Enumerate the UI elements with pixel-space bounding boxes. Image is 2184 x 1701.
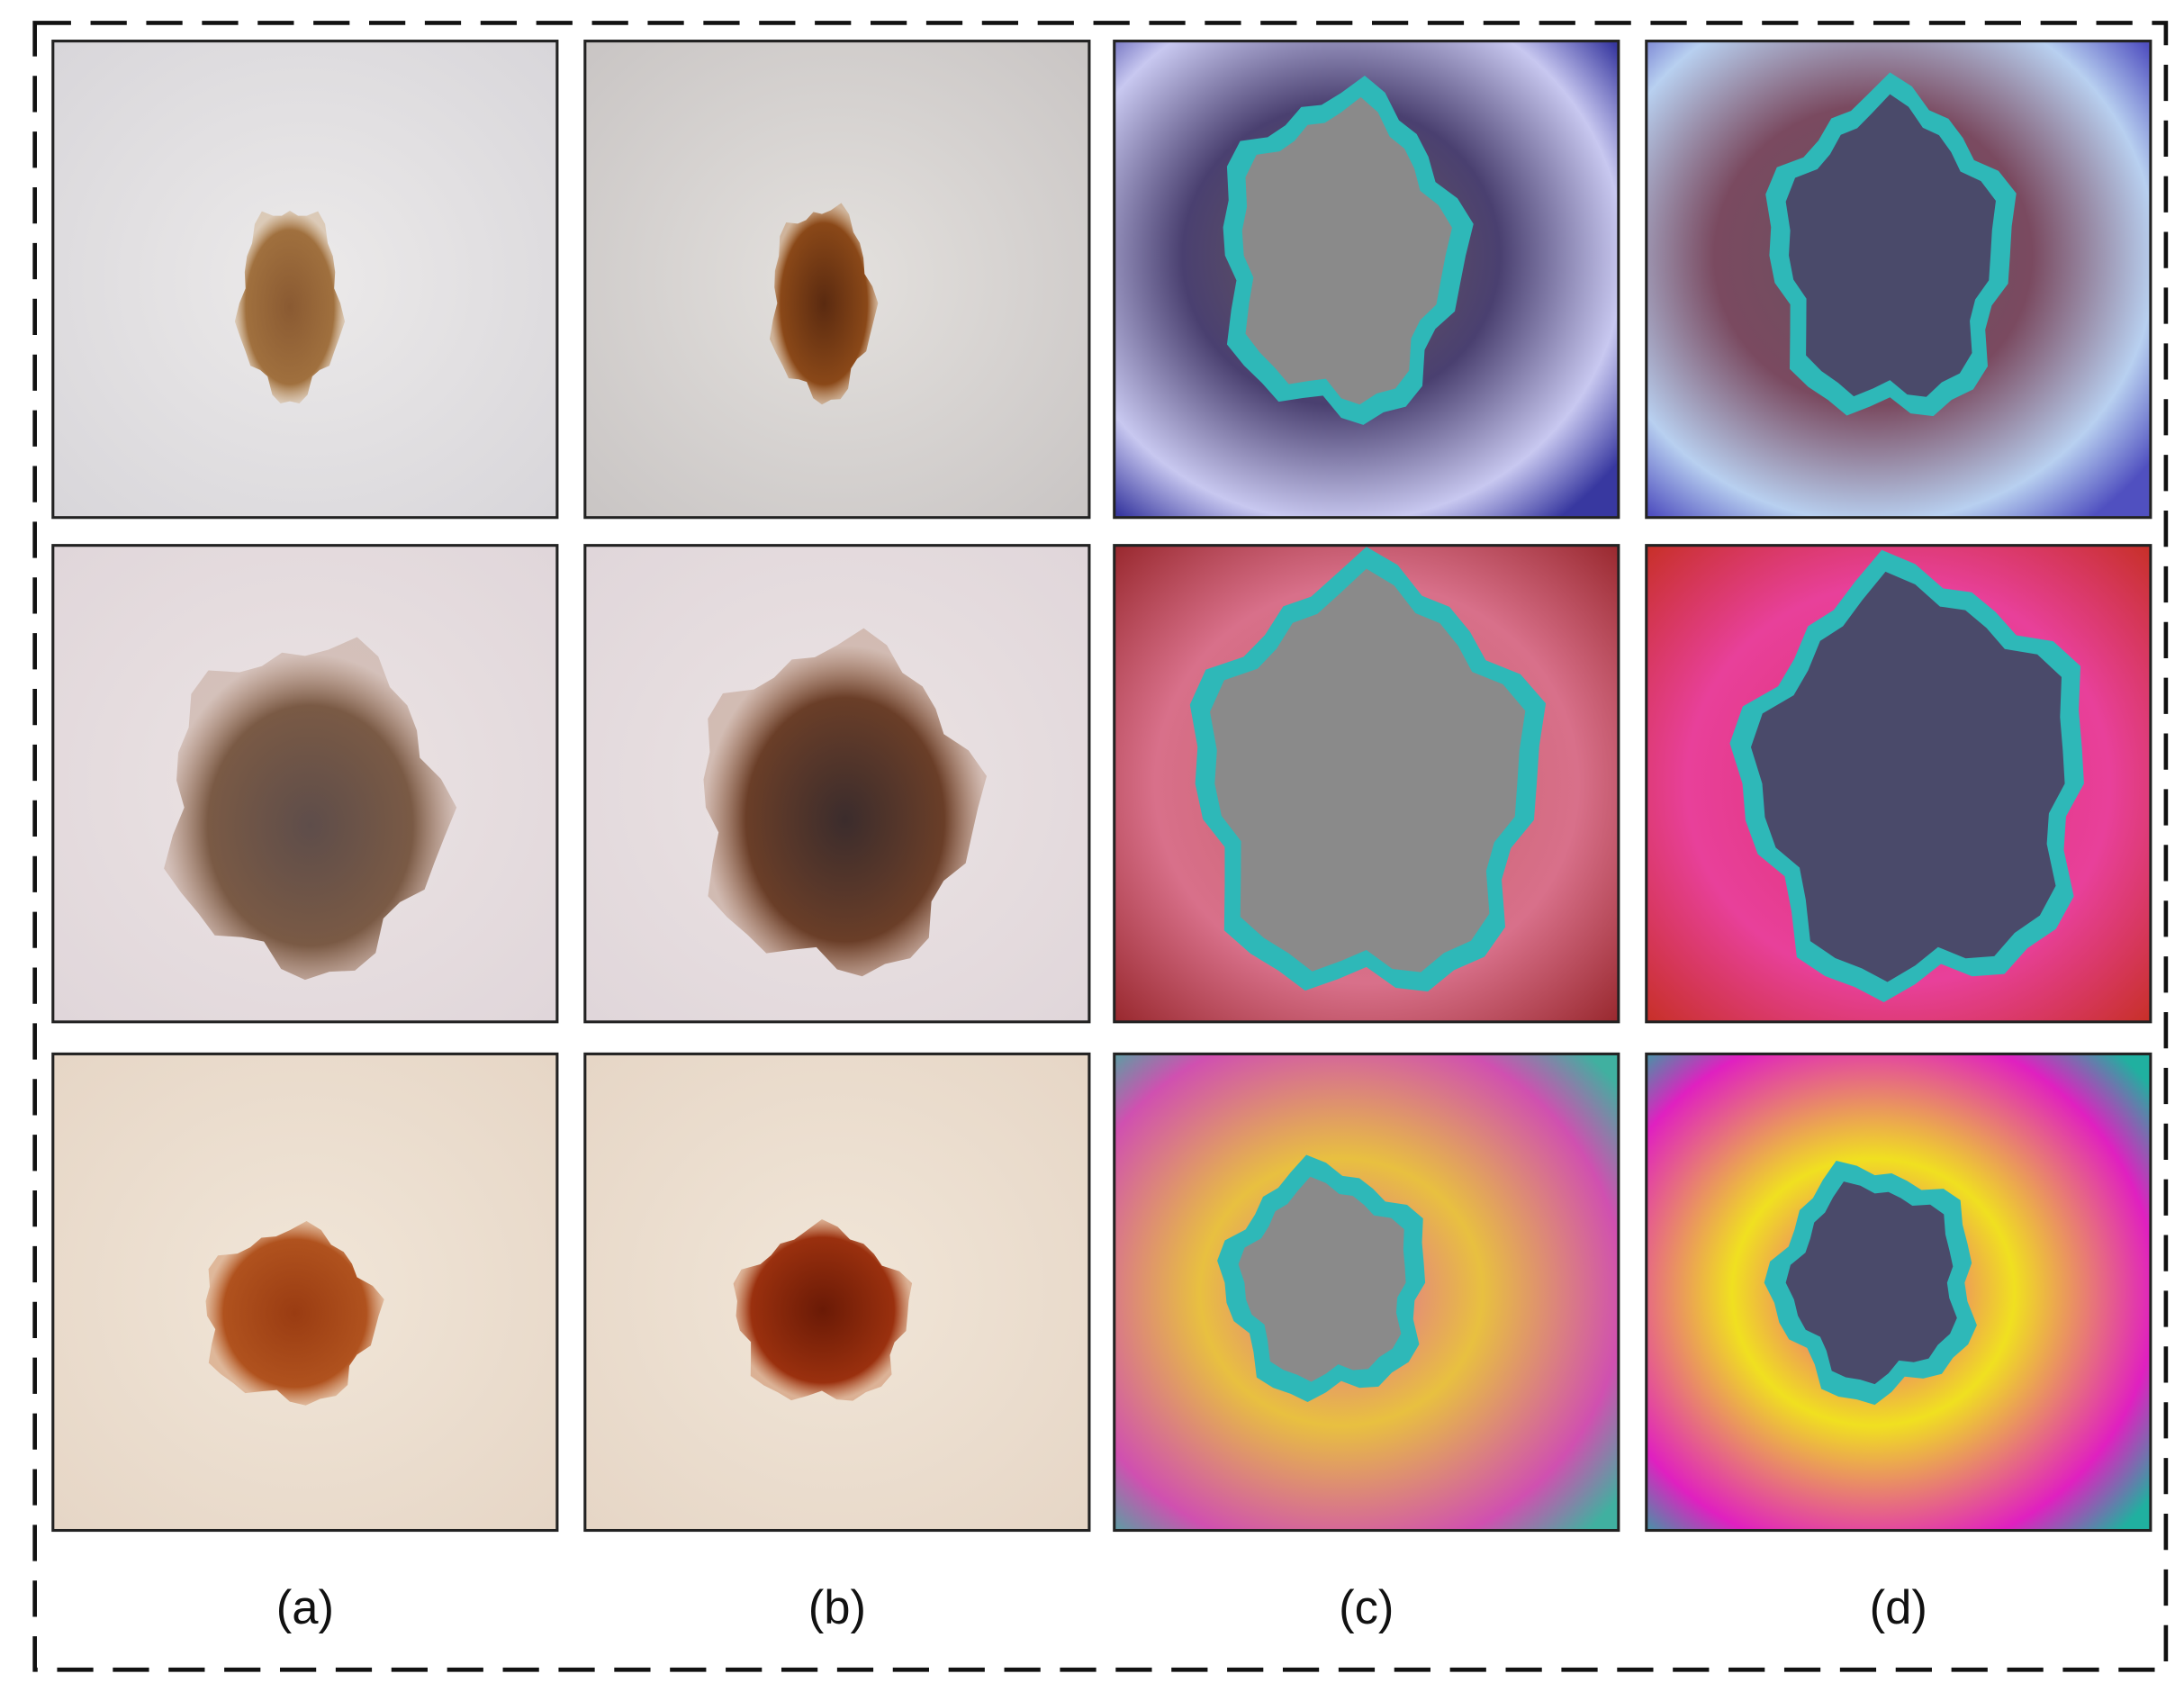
lesion — [703, 628, 988, 977]
lesion — [1210, 568, 1526, 973]
panel-label: (d) — [1870, 1581, 1927, 1634]
lesion — [1750, 571, 2065, 982]
lesion — [164, 637, 457, 981]
lesion — [1785, 1181, 1957, 1385]
panel-label: (a) — [276, 1581, 334, 1634]
panel-label: (b) — [808, 1581, 866, 1634]
lesion — [1241, 96, 1452, 405]
lesion — [733, 1219, 913, 1401]
lesion — [1785, 94, 1996, 397]
lesion — [205, 1221, 384, 1406]
lesion — [769, 203, 879, 405]
panel-label: (c) — [1339, 1581, 1394, 1634]
lesion — [234, 211, 346, 404]
lesion — [1238, 1176, 1406, 1382]
dashed-frame — [32, 21, 2169, 1672]
